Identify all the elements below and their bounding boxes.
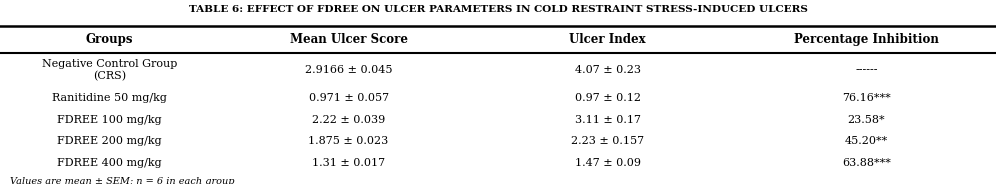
Text: 63.88***: 63.88*** [842,158,891,168]
Text: Ranitidine 50 mg/kg: Ranitidine 50 mg/kg [52,93,167,103]
Text: 45.20**: 45.20** [845,136,888,146]
Text: 0.971 ± 0.057: 0.971 ± 0.057 [309,93,388,103]
Text: FDREE 100 mg/kg: FDREE 100 mg/kg [57,115,162,125]
Text: FDREE 400 mg/kg: FDREE 400 mg/kg [57,158,162,168]
Text: 2.23 ± 0.157: 2.23 ± 0.157 [571,136,644,146]
Text: Negative Control Group
(CRS): Negative Control Group (CRS) [42,59,177,81]
Text: 0.97 ± 0.12: 0.97 ± 0.12 [575,93,640,103]
Text: 23.58*: 23.58* [848,115,885,125]
Text: Mean Ulcer Score: Mean Ulcer Score [290,33,407,46]
Text: 2.9166 ± 0.045: 2.9166 ± 0.045 [305,65,392,75]
Text: 1.875 ± 0.023: 1.875 ± 0.023 [309,136,388,146]
Text: 76.16***: 76.16*** [843,93,890,103]
Text: 4.07 ± 0.23: 4.07 ± 0.23 [575,65,640,75]
Text: TABLE 6: EFFECT OF FDREE ON ULCER PARAMETERS IN COLD RESTRAINT STRESS-INDUCED UL: TABLE 6: EFFECT OF FDREE ON ULCER PARAME… [188,5,808,14]
Text: Groups: Groups [86,33,133,46]
Text: Ulcer Index: Ulcer Index [570,33,645,46]
Text: 2.22 ± 0.039: 2.22 ± 0.039 [312,115,385,125]
Text: Percentage Inhibition: Percentage Inhibition [794,33,939,46]
Text: ------: ------ [856,65,877,75]
Text: 1.31 ± 0.017: 1.31 ± 0.017 [312,158,385,168]
Text: 3.11 ± 0.17: 3.11 ± 0.17 [575,115,640,125]
Text: Values are mean ± SEM; n = 6 in each group: Values are mean ± SEM; n = 6 in each gro… [10,177,234,184]
Text: FDREE 200 mg/kg: FDREE 200 mg/kg [57,136,162,146]
Text: 1.47 ± 0.09: 1.47 ± 0.09 [575,158,640,168]
